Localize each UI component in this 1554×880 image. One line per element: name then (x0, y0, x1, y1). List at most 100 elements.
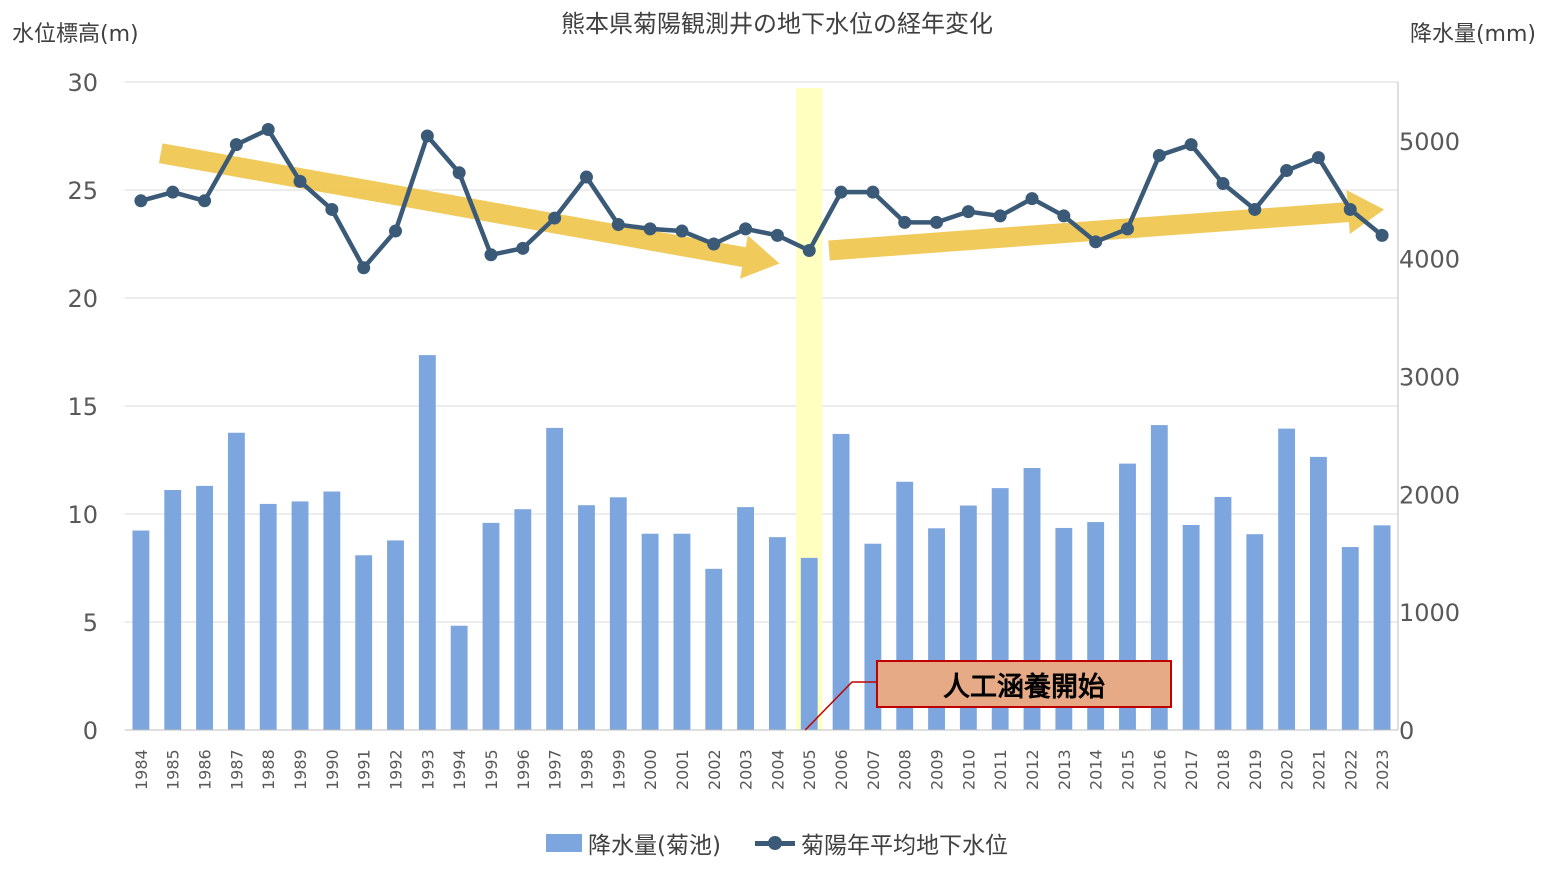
y-left-tick-label: 30 (67, 69, 98, 97)
bar-precipitation (768, 537, 786, 730)
bar-precipitation (132, 530, 150, 730)
point-groundwater (1089, 235, 1103, 249)
point-groundwater (802, 243, 816, 257)
bar-precipitation (1246, 534, 1264, 730)
y-left-tick-label: 5 (83, 609, 98, 637)
bar-precipitation (514, 509, 532, 730)
y-right-tick-label: 0 (1399, 717, 1414, 745)
x-tick-label: 2002 (705, 749, 724, 790)
point-groundwater (516, 241, 530, 255)
x-tick-label: 2023 (1373, 749, 1392, 790)
bar-precipitation (1214, 496, 1232, 730)
x-tick-label: 2012 (1023, 749, 1042, 790)
y-left-tick-label: 10 (67, 501, 98, 529)
trend-arrow (828, 190, 1385, 261)
point-groundwater (770, 228, 784, 242)
y-right-tick-label: 2000 (1399, 481, 1460, 509)
bar-precipitation (1278, 428, 1296, 730)
point-groundwater (229, 138, 243, 152)
x-tick-label: 2016 (1150, 749, 1169, 790)
x-tick-label: 1985 (164, 749, 183, 790)
x-tick-label: 1986 (196, 749, 215, 790)
legend-label-groundwater: 菊陽年平均地下水位 (800, 833, 1008, 859)
point-groundwater (961, 205, 975, 219)
bar-precipitation (673, 533, 691, 730)
point-groundwater (1216, 177, 1230, 191)
bar-precipitation (164, 490, 182, 730)
x-tick-label: 1984 (132, 749, 151, 790)
point-groundwater (1375, 228, 1389, 242)
bar-precipitation (1341, 547, 1359, 730)
point-groundwater (898, 215, 912, 229)
annotation-box: 人工涵養開始 (876, 660, 1172, 708)
point-groundwater (548, 211, 562, 225)
x-tick-label: 2000 (641, 749, 660, 790)
bar-precipitation (259, 503, 277, 730)
point-groundwater (1248, 202, 1262, 216)
annotation-label: 人工涵養開始 (943, 671, 1105, 703)
bar-precipitation (832, 433, 850, 730)
point-groundwater (134, 194, 148, 208)
point-groundwater (707, 237, 721, 251)
point-groundwater (389, 224, 403, 238)
y-left-tick-label: 15 (67, 393, 98, 421)
y-left-tick-label: 20 (67, 285, 98, 313)
y-right-tick-label: 3000 (1399, 364, 1460, 392)
x-tick-label: 2001 (673, 749, 692, 790)
bar-precipitation (705, 568, 723, 730)
x-tick-label: 1993 (418, 749, 437, 790)
point-groundwater (1120, 222, 1134, 236)
x-tick-label: 2004 (768, 749, 787, 790)
legend: 降水量(菊池) 菊陽年平均地下水位 (0, 826, 1554, 860)
legend-item-precipitation: 降水量(菊池) (546, 826, 721, 860)
line-groundwater (140, 127, 1384, 271)
bar-precipitation (418, 355, 436, 730)
x-tick-label: 2009 (928, 749, 947, 790)
y-right-tick-label: 1000 (1399, 599, 1460, 627)
point-groundwater (866, 185, 880, 199)
x-tick-label: 2010 (959, 749, 978, 790)
x-tick-label: 2003 (737, 749, 756, 790)
bar-precipitation (641, 533, 659, 730)
point-groundwater (198, 194, 212, 208)
point-groundwater (579, 170, 593, 184)
legend-label-precipitation: 降水量(菊池) (588, 833, 721, 859)
annotation-leader-line (804, 681, 876, 731)
x-tick-label: 1999 (609, 749, 628, 790)
x-tick-label: 1991 (355, 749, 374, 790)
y-axis-right-label: 降水量(mm) (1409, 22, 1536, 47)
point-groundwater (993, 209, 1007, 223)
y-left-tick-label: 25 (67, 177, 98, 205)
bar-precipitation (196, 485, 213, 730)
bar-precipitation (355, 555, 373, 730)
bar-precipitation (291, 501, 309, 730)
x-tick-label: 2014 (1087, 749, 1106, 790)
bar-precipitation (1150, 425, 1168, 730)
bar-precipitation (578, 505, 595, 730)
point-groundwater (930, 215, 944, 229)
y-left-tick-label: 0 (83, 717, 98, 745)
point-groundwater (643, 222, 657, 236)
x-tick-label: 2015 (1118, 749, 1137, 790)
bar-precipitation (1373, 525, 1391, 730)
x-tick-label: 2011 (991, 749, 1010, 790)
x-tick-label: 1997 (546, 749, 565, 790)
x-tick-label: 1996 (514, 749, 533, 790)
bar-precipitation (450, 625, 468, 730)
bar-precipitation (387, 540, 404, 730)
bar-precipitation (546, 427, 564, 730)
point-groundwater (1343, 202, 1357, 216)
y-right-tick-label: 4000 (1399, 246, 1460, 274)
bar-precipitation (800, 557, 818, 730)
x-tick-label: 2013 (1055, 749, 1074, 790)
point-groundwater (484, 248, 498, 262)
point-groundwater (1184, 138, 1198, 152)
bar-precipitation (227, 432, 245, 730)
point-groundwater (261, 123, 275, 137)
x-tick-label: 2007 (864, 749, 883, 790)
point-groundwater (452, 166, 466, 180)
x-tick-label: 2005 (800, 749, 819, 790)
point-groundwater (293, 174, 307, 188)
